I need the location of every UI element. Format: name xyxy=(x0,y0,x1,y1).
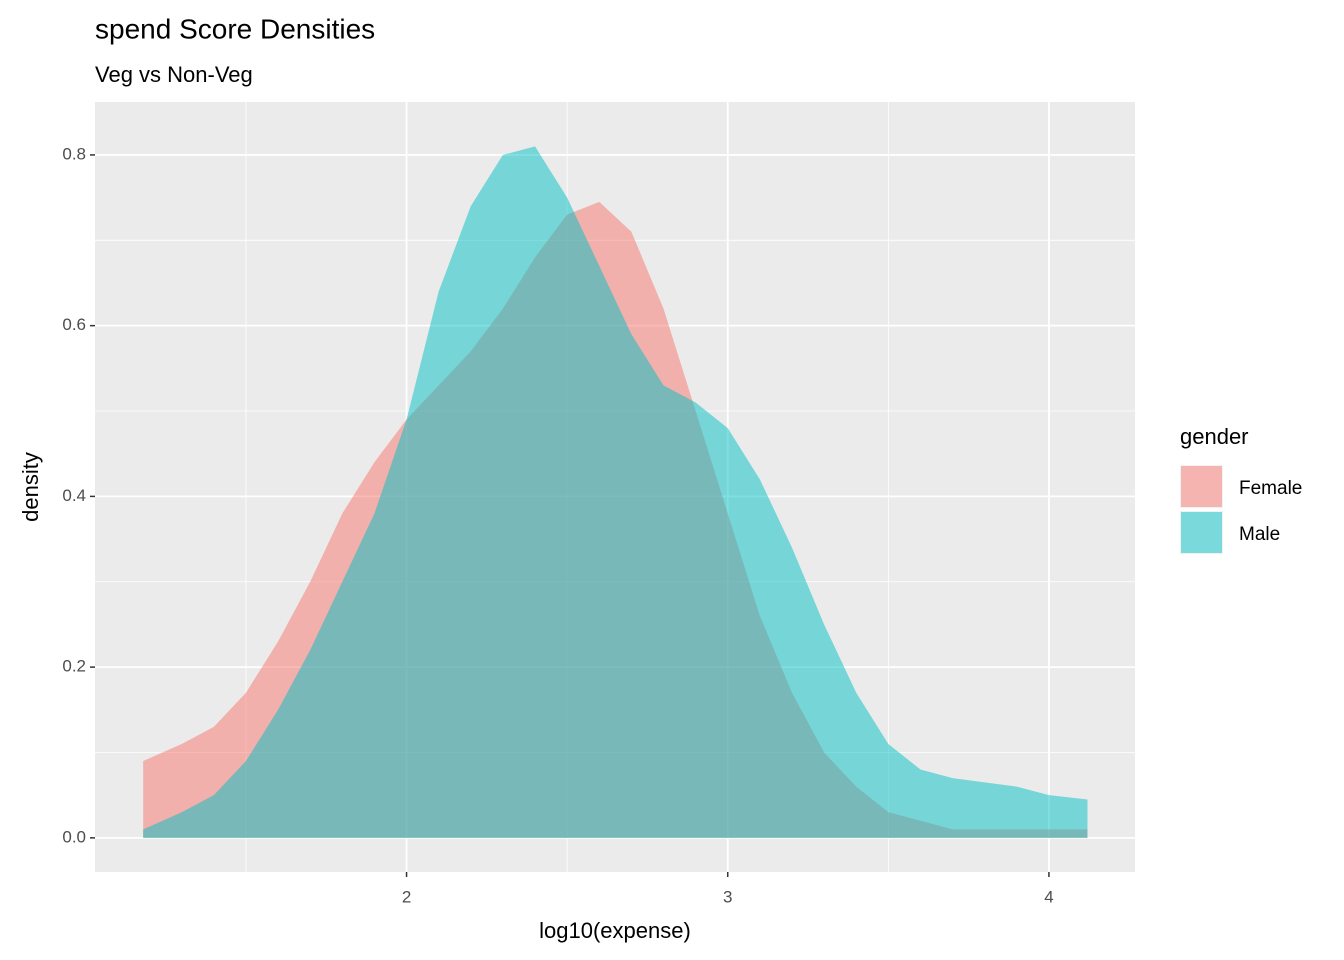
legend-title: gender xyxy=(1180,424,1249,449)
y-tick-label: 0.2 xyxy=(62,657,86,676)
legend-label: Male xyxy=(1239,524,1280,545)
y-tick-label: 0.4 xyxy=(62,486,86,505)
y-axis-label: density xyxy=(18,452,43,522)
legend-label: Female xyxy=(1239,478,1302,499)
legend-key xyxy=(1181,466,1222,507)
density-area xyxy=(143,146,1088,838)
chart-title: spend Score Densities xyxy=(95,13,375,44)
legend-key xyxy=(1181,512,1222,553)
x-tick-label: 2 xyxy=(402,887,411,906)
x-axis-label: log10(expense) xyxy=(539,918,691,943)
chart-subtitle: Veg vs Non-Veg xyxy=(95,62,253,87)
x-tick-label: 4 xyxy=(1044,887,1053,906)
y-tick-label: 0.0 xyxy=(62,827,86,846)
y-tick-label: 0.6 xyxy=(62,315,86,334)
x-tick-label: 3 xyxy=(723,887,732,906)
y-tick-label: 0.8 xyxy=(62,144,86,163)
